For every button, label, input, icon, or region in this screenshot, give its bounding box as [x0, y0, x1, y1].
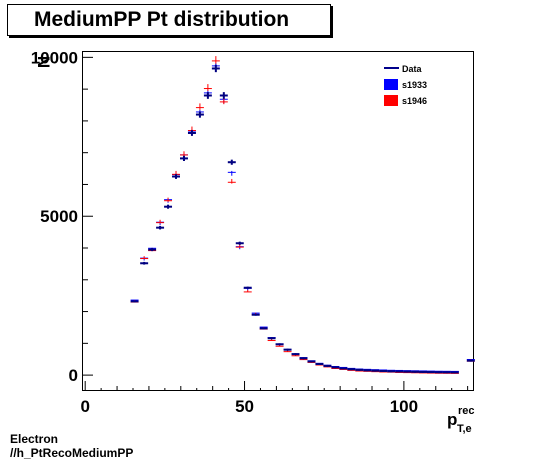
x-axis-label-subscript: T,e — [457, 423, 472, 435]
legend-box-swatch — [384, 95, 398, 106]
x-tick-label: 100 — [390, 397, 418, 416]
legend-label: s1933 — [402, 80, 427, 90]
legend-label: Data — [402, 64, 423, 74]
y-tick-label: 5000 — [40, 207, 78, 226]
x-tick-label: 0 — [80, 397, 89, 416]
footer-label-2: //h_PtRecoMediumPP — [10, 446, 134, 460]
chart-title: MediumPP Pt distribution — [7, 4, 331, 36]
y-axis-label: N — [34, 56, 53, 68]
footer-label-1: Electron — [10, 432, 59, 446]
x-axis-label: p — [447, 410, 457, 429]
y-tick-label: 10000 — [31, 48, 78, 67]
legend-label: s1946 — [402, 96, 427, 106]
legend-box-swatch — [384, 79, 398, 90]
x-tick-label: 50 — [235, 397, 254, 416]
x-axis-label-superscript: rec — [458, 405, 475, 417]
plot-frame — [82, 51, 474, 391]
y-tick-label: 0 — [69, 366, 78, 385]
